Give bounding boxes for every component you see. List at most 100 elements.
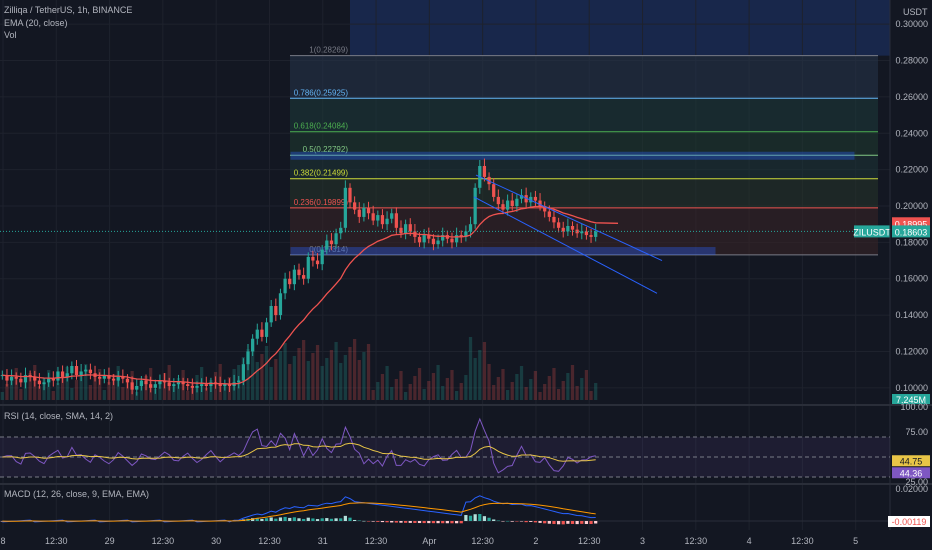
- candle: [51, 378, 55, 381]
- volume-bar: [274, 359, 278, 400]
- x-tick-label: 12:30: [152, 536, 175, 546]
- candle: [556, 222, 561, 228]
- volume-bar: [501, 369, 505, 400]
- rsi-tag-bg: [892, 467, 930, 479]
- candle: [311, 256, 315, 261]
- volume-bar: [329, 350, 334, 400]
- macd-histogram-bar: [343, 515, 347, 521]
- symbol-tag: ZILUSDT: [853, 227, 891, 237]
- volume-bar: [311, 353, 315, 400]
- x-tick-label: 12:30: [258, 536, 281, 546]
- macd-histogram-bar: [292, 517, 296, 521]
- volume-bar: [570, 365, 575, 400]
- volume-bar: [547, 376, 551, 400]
- rsi-axis-label: 100.00: [900, 402, 928, 412]
- candle: [441, 235, 445, 241]
- volume-bar: [144, 376, 148, 400]
- candle: [130, 382, 134, 390]
- candle: [510, 200, 514, 206]
- macd-histogram-bar: [380, 521, 385, 523]
- macd-histogram-bar: [269, 517, 273, 521]
- volume-bar: [246, 349, 250, 400]
- candle: [237, 380, 241, 383]
- volume-bar: [93, 377, 97, 400]
- volume-bar: [362, 352, 366, 400]
- candle: [200, 384, 204, 386]
- candle: [144, 380, 148, 385]
- volume-bar: [190, 383, 195, 400]
- candle: [329, 240, 334, 245]
- channel-lower: [473, 196, 658, 294]
- candle: [190, 386, 195, 388]
- volume-bar: [176, 378, 181, 400]
- volume-bar: [584, 370, 589, 400]
- candle: [306, 256, 310, 279]
- x-tick-label: 12:30: [45, 536, 68, 546]
- volume-bar: [56, 383, 60, 400]
- macd-signal-line: [2, 502, 596, 522]
- macd-axis-label: 0.02000: [895, 484, 928, 494]
- macd-histogram-bar: [575, 521, 579, 525]
- candle: [575, 229, 579, 234]
- volume-bar: [566, 373, 570, 400]
- macd-histogram-bar: [538, 521, 542, 523]
- candle: [121, 376, 125, 379]
- volume-bar: [552, 368, 556, 400]
- volume-bar: [264, 346, 269, 400]
- price-axis-label: 0.26000: [895, 92, 928, 102]
- x-tick-label: 3: [640, 536, 645, 546]
- volume-bar: [139, 384, 144, 400]
- macd-histogram-bar: [320, 518, 324, 521]
- candle: [116, 376, 120, 381]
- volume-bar: [478, 350, 482, 400]
- x-tick-label: 5: [853, 536, 858, 546]
- candle: [547, 211, 551, 217]
- macd-histogram-bar: [482, 516, 487, 521]
- candle: [417, 236, 422, 243]
- macd-tag-bg: [888, 516, 930, 527]
- candle: [496, 196, 500, 205]
- macd-histogram-bar: [394, 521, 398, 523]
- volume-bar: [14, 368, 18, 400]
- x-tick-label: 8: [0, 536, 5, 546]
- candle: [390, 213, 394, 219]
- candle: [371, 213, 375, 221]
- macd-histogram-bar: [533, 521, 538, 523]
- candle: [357, 209, 361, 217]
- candle: [348, 187, 352, 203]
- volume-bar: [125, 379, 130, 400]
- volume-bar: [130, 371, 134, 400]
- volume-bar: [167, 365, 171, 400]
- fib-level-label: 0.5(0.22792): [303, 145, 349, 154]
- volume-tag: 7.245M: [896, 395, 926, 405]
- volume-bar: [23, 381, 28, 400]
- x-tick-label: 12:30: [685, 536, 708, 546]
- rsi-legend: RSI (14, close, SMA, 14, 2): [4, 411, 114, 421]
- candle: [227, 384, 232, 386]
- macd-histogram-bar: [288, 517, 292, 521]
- volume-bar: [594, 383, 598, 400]
- candle: [584, 231, 589, 236]
- macd-histogram-bar: [552, 521, 556, 525]
- volume-bar: [255, 362, 259, 400]
- volume-bar: [543, 384, 547, 400]
- volume-bar: [9, 376, 14, 400]
- candle: [570, 226, 575, 230]
- volume-bar: [260, 354, 264, 400]
- candle: [454, 235, 459, 243]
- x-tick-label: 29: [105, 536, 115, 546]
- macd-histogram-bar: [468, 515, 473, 521]
- symbol-title: Zilliqa / TetherUS, 1h, BINANCE: [4, 5, 133, 15]
- macd-histogram-bar: [450, 521, 454, 524]
- macd-histogram-bar: [385, 521, 389, 523]
- volume-bar: [380, 374, 385, 400]
- projection-zone: [350, 0, 890, 56]
- last-price-tag-bg: [892, 225, 930, 238]
- volume-bar: [445, 378, 449, 400]
- macd-histogram-bar: [334, 518, 338, 521]
- volume-bar: [116, 366, 120, 400]
- macd-histogram-bar: [584, 521, 589, 525]
- price-axis-label: 0.22000: [895, 165, 928, 175]
- price-axis-label: 0.16000: [895, 274, 928, 284]
